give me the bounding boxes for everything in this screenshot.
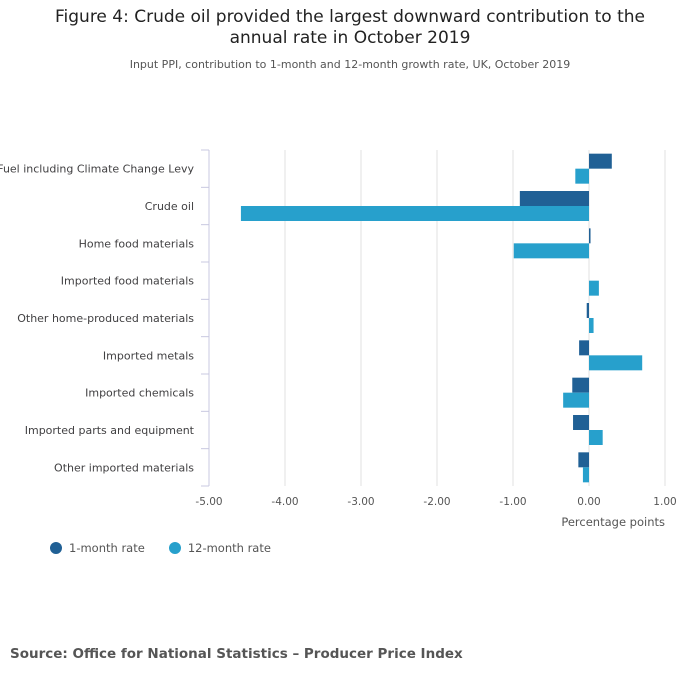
category-label: Other home-produced materials	[17, 312, 194, 325]
bar-1-month	[573, 415, 589, 430]
chart-title-line-1: Figure 4: Crude oil provided the largest…	[54, 7, 646, 27]
bar-12-month	[240, 206, 590, 221]
bar-12-month	[589, 430, 603, 445]
bar-12-month	[582, 467, 589, 483]
category-label: Imported food materials	[61, 275, 194, 288]
x-tick-label: -3.00	[347, 496, 374, 508]
legend-swatch-1-month	[50, 542, 62, 554]
category-label: Imported chemicals	[85, 387, 194, 400]
category-label: Fuel including Climate Change Levy	[0, 163, 194, 176]
bar-1-month	[586, 303, 589, 318]
bar-1-month	[572, 377, 589, 393]
chart-legend: 1-month rate 12-month rate	[50, 541, 271, 555]
x-tick-label: -2.00	[423, 496, 450, 508]
legend-item-1-month[interactable]: 1-month rate	[50, 541, 145, 555]
category-label: Other imported materials	[54, 461, 194, 474]
x-tick-label: 0.00	[577, 496, 600, 508]
category-label: Home food materials	[79, 237, 195, 250]
bar-12-month	[575, 168, 589, 184]
bar-chart: Fuel including Climate Change Levy Crude …	[0, 149, 677, 529]
bar-1-month	[578, 452, 589, 468]
bar-12-month	[563, 392, 589, 408]
bar-1-month	[519, 191, 589, 206]
legend-item-12-month[interactable]: 12-month rate	[168, 541, 271, 555]
bar-12-month	[589, 280, 599, 296]
chart-title-line-2: annual rate in October 2019	[229, 28, 471, 48]
x-tick-label: -5.00	[195, 496, 222, 508]
bar-1-month	[579, 340, 589, 356]
x-tick-label: 1.00	[653, 496, 676, 508]
chart-title: Figure 4: Crude oil provided the largest…	[0, 7, 700, 49]
chart-subtitle: Input PPI, contribution to 1-month and 1…	[129, 58, 571, 71]
category-label: Imported parts and equipment	[25, 424, 195, 437]
category-label: Imported metals	[103, 349, 194, 362]
bar-12-month	[589, 318, 594, 333]
x-axis-label: Percentage points	[561, 515, 665, 529]
category-label: Crude oil	[145, 200, 194, 213]
source-note: Source: Office for National Statistics –…	[10, 646, 463, 662]
bar-12-month	[513, 243, 589, 259]
legend-swatch-12-month	[168, 542, 181, 554]
x-tick-label: -1.00	[499, 496, 526, 508]
bar-12-month	[589, 355, 643, 371]
bar-1-month	[589, 153, 612, 169]
legend-label-1-month: 1-month rate	[69, 541, 145, 555]
legend-label-12-month: 12-month rate	[187, 541, 271, 555]
bar-1-month	[589, 228, 591, 244]
x-tick-label: -4.00	[271, 496, 298, 508]
